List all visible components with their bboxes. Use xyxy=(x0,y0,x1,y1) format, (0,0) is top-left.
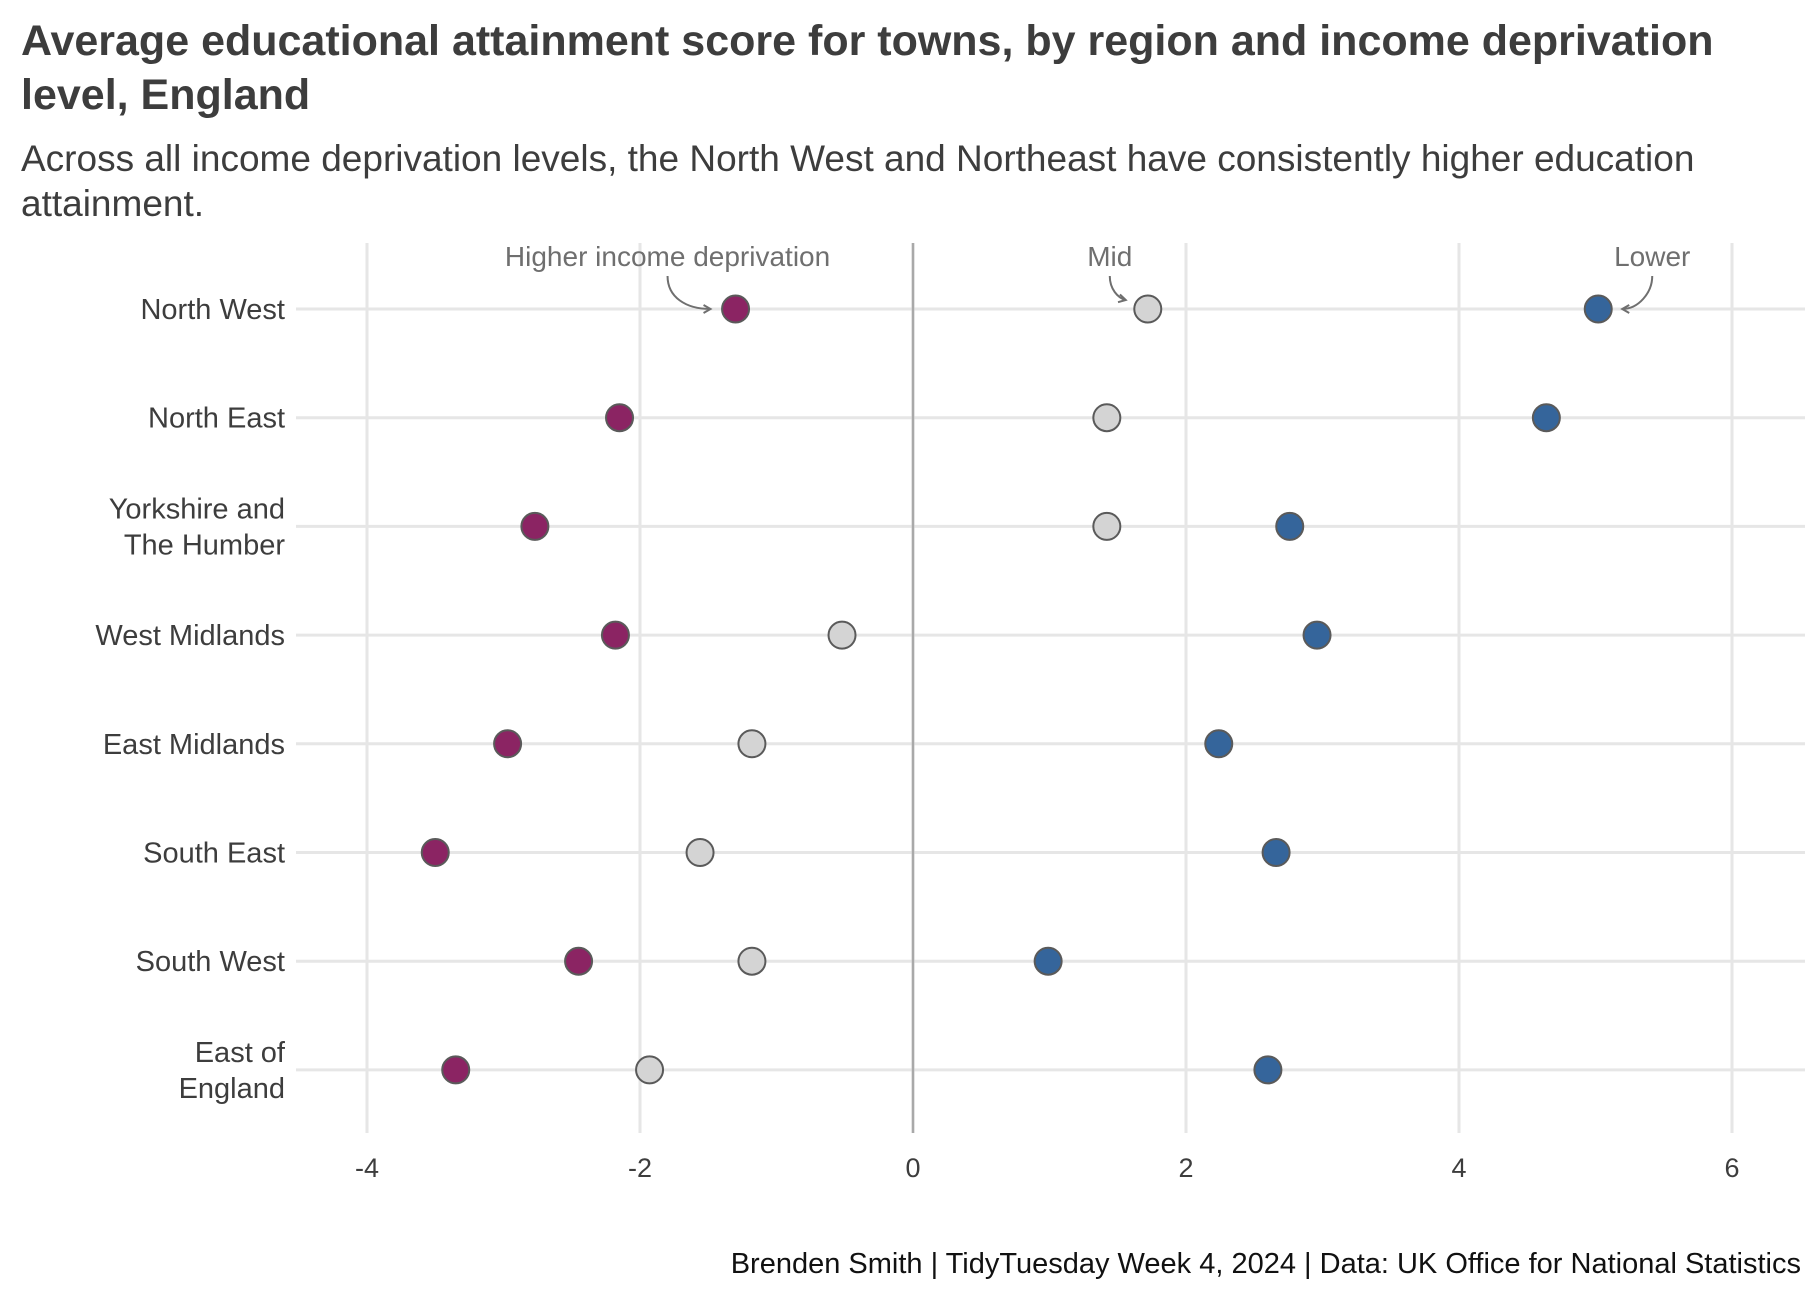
y-tick-label: South West xyxy=(136,946,285,978)
series-annotations: Higher income deprivation Mid Lower xyxy=(505,241,1690,309)
chart-title: Average educational attainment score for… xyxy=(21,17,1714,119)
y-tick-label: East of England xyxy=(179,1037,286,1105)
x-tick-label: 0 xyxy=(905,1153,920,1183)
x-tick-label: -2 xyxy=(628,1153,652,1183)
data-point-lower xyxy=(1275,511,1305,541)
data-point-mid xyxy=(1133,294,1163,324)
chart-caption: Brenden Smith | TidyTuesday Week 4, 2024… xyxy=(730,1248,1801,1280)
y-tick-label: Yorkshire and The Humber xyxy=(109,493,286,561)
data-point-lower xyxy=(1531,403,1561,433)
dot-plot: -4 -2 0 2 4 6 North West North East Yorkshire an… xyxy=(95,241,1805,1183)
data-point-mid xyxy=(685,838,715,867)
data-point-mid xyxy=(635,1055,665,1085)
data-point-higher xyxy=(441,1055,471,1085)
x-tick-label: 6 xyxy=(1724,1153,1739,1183)
data-point-mid xyxy=(737,729,767,759)
data-point-mid xyxy=(1092,403,1122,433)
annotation-mid: Mid xyxy=(1087,241,1132,272)
x-tick-label: 4 xyxy=(1451,1153,1466,1183)
y-tick-label: South East xyxy=(143,838,285,870)
data-point-higher xyxy=(493,729,523,759)
data-point-higher xyxy=(600,620,630,650)
data-point-lower xyxy=(1204,729,1234,759)
annotation-lower: Lower xyxy=(1614,241,1690,272)
annotation-arrow xyxy=(666,275,711,309)
data-point-higher xyxy=(605,403,635,433)
data-point-mid xyxy=(737,946,767,976)
annotation-arrow xyxy=(1622,275,1654,309)
y-tick-label: East Midlands xyxy=(103,729,285,761)
data-point-lower xyxy=(1253,1055,1283,1085)
chart-subtitle: Across all income deprivation levels, th… xyxy=(21,138,1695,224)
data-point-higher xyxy=(420,838,450,867)
annotation-arrow xyxy=(1108,275,1126,300)
x-tick-label: -4 xyxy=(355,1153,379,1183)
data-point-mid xyxy=(827,620,857,650)
y-tick-label: North East xyxy=(148,403,285,435)
data-point-lower xyxy=(1261,838,1291,867)
data-points xyxy=(420,294,1613,1085)
data-point-higher xyxy=(564,946,594,976)
data-point-mid xyxy=(1092,511,1122,541)
x-tick-label: 2 xyxy=(1178,1153,1193,1183)
data-point-lower xyxy=(1302,620,1332,650)
data-point-lower xyxy=(1033,946,1063,976)
gridlines xyxy=(296,243,1805,1133)
y-tick-label: North West xyxy=(140,294,285,326)
data-point-lower xyxy=(1583,294,1613,324)
annotation-higher: Higher income deprivation xyxy=(505,241,830,272)
data-point-higher xyxy=(721,294,751,324)
data-point-higher xyxy=(520,511,550,541)
y-tick-label: West Midlands xyxy=(95,620,285,652)
axis-labels: -4 -2 0 2 4 6 North West North East Yorkshire an… xyxy=(95,294,1739,1183)
